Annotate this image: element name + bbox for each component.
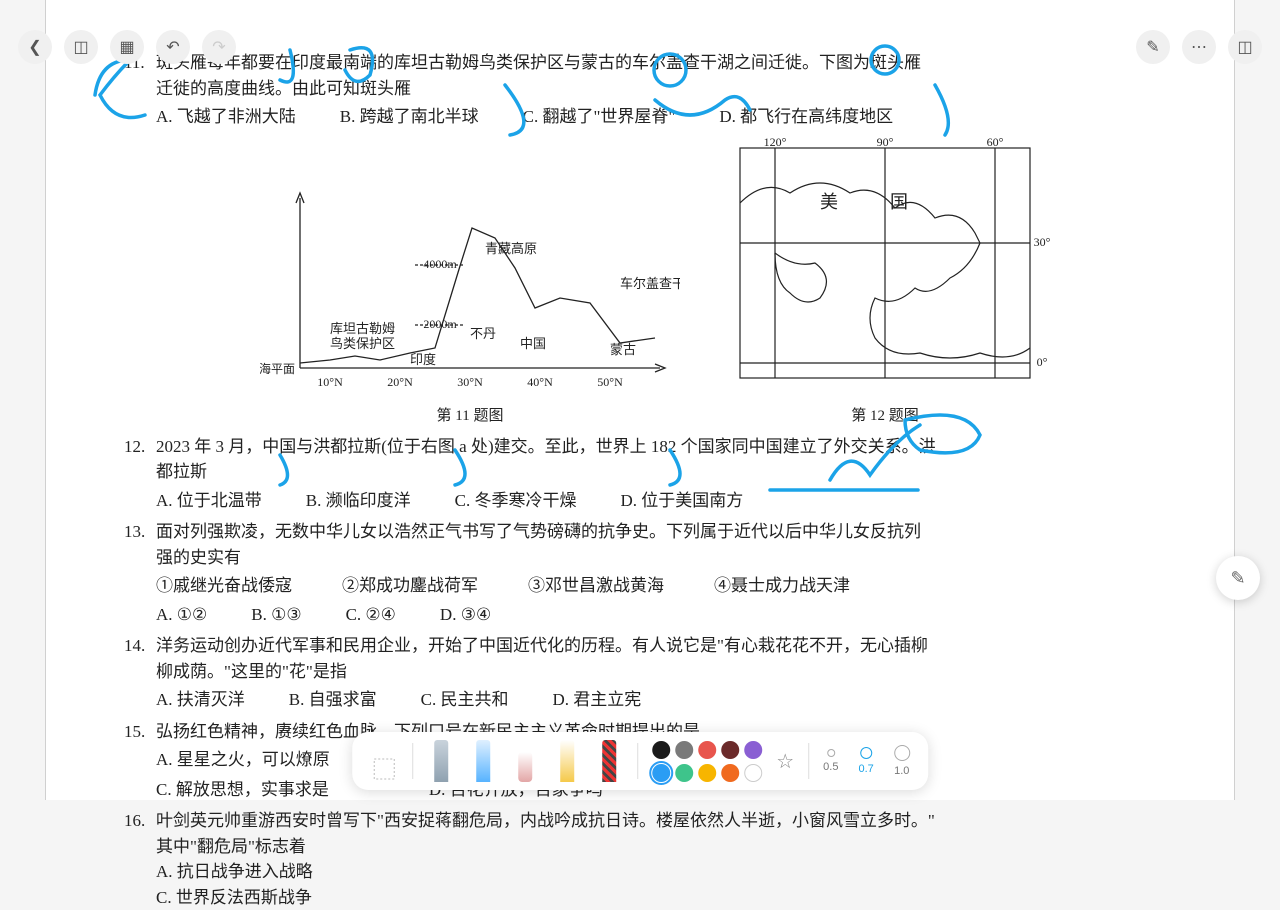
- q13-optD: D. ③④: [440, 602, 491, 628]
- q11-optB: B. 跨越了南北半球: [340, 104, 479, 130]
- color-purple[interactable]: [744, 741, 762, 759]
- svg-text:海平面: 海平面: [260, 361, 295, 376]
- color-white[interactable]: [744, 764, 762, 782]
- back-button[interactable]: ❮: [18, 30, 52, 64]
- q12-num: 12.: [124, 434, 145, 460]
- edit-fab[interactable]: ✎: [1216, 556, 1260, 600]
- color-blue[interactable]: [652, 764, 670, 782]
- eraser-tool[interactable]: [511, 740, 539, 782]
- q13-num: 13.: [124, 519, 145, 545]
- svg-text:国: 国: [890, 192, 908, 212]
- document-page: 11. 斑头雁每年都要在印度最南端的库坦古勒姆鸟类保护区与蒙古的车尔盖查干湖之间…: [45, 0, 1235, 800]
- q16-optA: A. 抗日战争进入战略: [156, 862, 313, 881]
- favorite-button[interactable]: ☆: [776, 749, 794, 774]
- q16-optB: C. 世界反法西斯战争: [156, 888, 312, 907]
- svg-text:30°: 30°: [1034, 235, 1050, 249]
- fig12-box: 120° 90° 60° 30° 0° 美 国 第 12 题图: [720, 138, 1050, 428]
- color-gray[interactable]: [675, 741, 693, 759]
- q11-optA: A. 飞越了非洲大陆: [156, 104, 296, 130]
- q14-optB: B. 自强求富: [289, 687, 377, 713]
- svg-text:印度: 印度: [410, 352, 436, 367]
- q15-optC: C. 解放思想，实事求是: [156, 777, 329, 803]
- q13-s1: ①戚继光奋战倭寇: [156, 573, 292, 599]
- q14-optD: D. 君主立宪: [552, 687, 641, 713]
- q13-optB: B. ①③: [251, 602, 301, 628]
- split-view[interactable]: ◫: [1228, 30, 1262, 64]
- q14-line1: 洋务运动创办近代军事和民用企业，开始了中国近代化的历程。有人说它是"有心栽花花不…: [156, 636, 928, 655]
- stroke-0-7[interactable]: 0.7: [858, 747, 873, 775]
- svg-text:青藏高原: 青藏高原: [485, 241, 537, 256]
- stroke-1-0[interactable]: 1.0: [894, 745, 910, 777]
- svg-text:美: 美: [820, 192, 838, 212]
- stroke-0-5[interactable]: 0.5: [823, 749, 838, 773]
- q14-optA: A. 扶清灭洋: [156, 687, 245, 713]
- lasso-tool[interactable]: [370, 740, 398, 782]
- q11-line1: 斑头雁每年都要在印度最南端的库坦古勒姆鸟类保护区与蒙古的车尔盖查干湖之间迁徙。下…: [156, 53, 921, 72]
- svg-text:不丹: 不丹: [470, 326, 496, 341]
- fig11-chart: 海平面 2000m 4000m 10°N 20°N 30°N 40°N 50°N: [260, 138, 680, 398]
- color-maroon[interactable]: [721, 741, 739, 759]
- svg-text:0°: 0°: [1037, 355, 1048, 369]
- svg-text:4000m: 4000m: [423, 257, 457, 271]
- svg-text:40°N: 40°N: [527, 375, 553, 389]
- fig12-caption: 第 12 题图: [720, 405, 1050, 428]
- q12-optA: A. 位于北温带: [156, 488, 262, 514]
- q13-s3: ③邓世昌激战黄海: [528, 573, 664, 599]
- color-swatches: [652, 741, 762, 782]
- fountain-pen[interactable]: [427, 740, 455, 782]
- svg-text:中国: 中国: [520, 336, 546, 351]
- q13-optC: C. ②④: [346, 602, 396, 628]
- q12-line1: 2023 年 3 月，中国与洪都拉斯(位于右图 a 处)建交。至此，世界上 18…: [156, 437, 936, 456]
- pen-mode[interactable]: ✎: [1136, 30, 1170, 64]
- svg-text:90°: 90°: [877, 138, 894, 149]
- mech-pencil[interactable]: [595, 740, 623, 782]
- redo-button[interactable]: ↷: [202, 30, 236, 64]
- q13-s2: ②郑成功鏖战荷军: [342, 573, 478, 599]
- q14-num: 14.: [124, 633, 145, 659]
- q12-optC: C. 冬季寒冷干燥: [455, 488, 577, 514]
- color-red[interactable]: [698, 741, 716, 759]
- q15-optA: A. 星星之火，可以燎原: [156, 747, 330, 773]
- q13-optA: A. ①②: [156, 602, 207, 628]
- q12-optB: B. 濒临印度洋: [306, 488, 411, 514]
- ball-pen[interactable]: [469, 740, 497, 782]
- svg-text:库坦古勒姆: 库坦古勒姆: [330, 321, 395, 336]
- svg-text:60°: 60°: [987, 138, 1004, 149]
- svg-text:蒙古: 蒙古: [610, 342, 636, 357]
- color-orange[interactable]: [721, 764, 739, 782]
- pen-toolbar: ☆ 0.5 0.7 1.0: [352, 732, 928, 790]
- q12-optD: D. 位于美国南方: [620, 488, 743, 514]
- q16-line2: 其中"翻危局"标志着: [156, 837, 306, 856]
- undo-button[interactable]: ↶: [156, 30, 190, 64]
- q11-line2: 迁徙的高度曲线。由此可知斑头雁: [156, 79, 411, 98]
- svg-text:120°: 120°: [764, 138, 787, 149]
- svg-text:30°N: 30°N: [457, 375, 483, 389]
- panel-toggle[interactable]: ◫: [64, 30, 98, 64]
- fig11-box: 海平面 2000m 4000m 10°N 20°N 30°N 40°N 50°N: [260, 138, 680, 428]
- svg-text:10°N: 10°N: [317, 375, 343, 389]
- q16-line1: 叶剑英元帅重游西安时曾写下"西安捉蒋翻危局，内战吟成抗日诗。楼屋依然人半逝，小窗…: [156, 811, 935, 830]
- q15-num: 15.: [124, 719, 145, 745]
- q13-s4: ④聂士成力战天津: [714, 573, 850, 599]
- color-green[interactable]: [675, 764, 693, 782]
- q13-line1: 面对列强欺凌，无数中华儿女以浩然正气书写了气势磅礴的抗争史。下列属于近代以后中华…: [156, 522, 921, 541]
- svg-text:车尔盖查干湖: 车尔盖查干湖: [620, 276, 680, 291]
- q13-line2: 强的史实有: [156, 548, 241, 567]
- q11-optC: C. 翻越了"世界屋脊": [523, 104, 676, 130]
- more-menu[interactable]: ⋯: [1182, 30, 1216, 64]
- color-yellow[interactable]: [698, 764, 716, 782]
- svg-text:20°N: 20°N: [387, 375, 413, 389]
- highlighter[interactable]: [553, 740, 581, 782]
- fig12-map: 120° 90° 60° 30° 0° 美 国: [720, 138, 1050, 398]
- svg-text:鸟类保护区: 鸟类保护区: [330, 336, 395, 351]
- fig11-caption: 第 11 题图: [260, 405, 680, 428]
- q11-optD: D. 都飞行在高纬度地区: [719, 104, 893, 130]
- q14-line2: 柳成荫。"这里的"花"是指: [156, 662, 347, 681]
- color-black[interactable]: [652, 741, 670, 759]
- svg-text:50°N: 50°N: [597, 375, 623, 389]
- grid-view[interactable]: ▦: [110, 30, 144, 64]
- q12-line2: 都拉斯: [156, 462, 207, 481]
- q16-num: 16.: [124, 808, 145, 834]
- q14-optC: C. 民主共和: [421, 687, 509, 713]
